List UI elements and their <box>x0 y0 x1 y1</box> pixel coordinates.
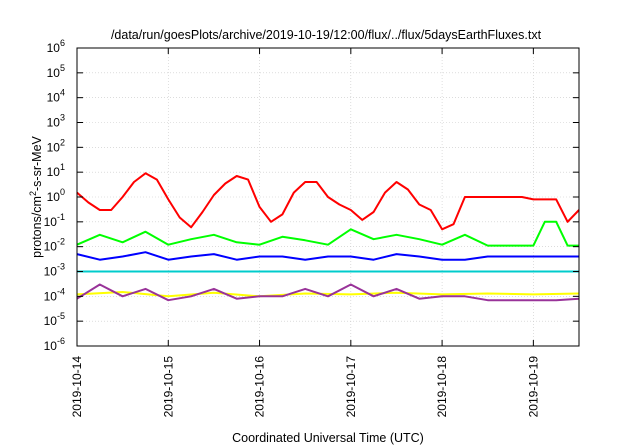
y-tick-label-exp: -5 <box>57 311 65 321</box>
y-axis-label-base: protons/cm <box>30 196 44 258</box>
x-tick-label: 2019-10-19 <box>526 356 540 418</box>
x-tick-label: 2019-10-17 <box>344 356 358 418</box>
y-tick-label-base: 10 <box>44 265 58 279</box>
x-tick-label: 2019-10-15 <box>161 356 175 418</box>
axis-layer: 10-610-510-410-310-210-11001011021031041… <box>44 38 579 417</box>
y-tick-label-exp: -1 <box>57 212 65 222</box>
y-tick-label-exp: 2 <box>60 137 65 147</box>
y-tick-label-base: 10 <box>44 215 58 229</box>
series-line <box>76 251 579 261</box>
y-tick-label-base: 10 <box>47 165 61 179</box>
y-tick-label: 10-6 <box>44 336 65 353</box>
y-tick-label-exp: 3 <box>60 113 65 123</box>
y-tick-label: 103 <box>47 113 65 130</box>
y-tick-label-base: 10 <box>44 240 58 254</box>
y-tick-label: 10-2 <box>44 237 65 254</box>
series-layer <box>76 172 580 302</box>
y-tick-label: 104 <box>47 88 65 105</box>
y-tick-label: 100 <box>47 187 65 204</box>
series-line <box>76 172 580 231</box>
y-tick-label-base: 10 <box>47 190 61 204</box>
y-tick-label: 101 <box>47 162 65 179</box>
x-tick-label: 2019-10-16 <box>253 356 267 418</box>
series-line <box>76 220 579 247</box>
y-tick-label-exp: -2 <box>57 237 65 247</box>
y-tick-label-exp: 5 <box>60 63 65 73</box>
y-tick-label: 10-3 <box>44 262 65 279</box>
y-tick-label: 10-4 <box>44 286 65 303</box>
x-tick-label: 2019-10-18 <box>435 356 449 418</box>
y-tick-label-exp: 0 <box>60 187 65 197</box>
x-axis-label: Coordinated Universal Time (UTC) <box>232 431 424 445</box>
y-tick-label-exp: 1 <box>60 162 65 172</box>
y-axis-label-sup: 2 <box>28 191 38 196</box>
y-axis-label: protons/cm2-s-sr-MeV <box>28 135 44 257</box>
y-tick-label: 105 <box>47 63 65 80</box>
y-tick-label-base: 10 <box>47 116 61 130</box>
y-tick-label: 102 <box>47 137 65 154</box>
y-tick-label: 10-5 <box>44 311 65 328</box>
y-tick-label: 10-1 <box>44 212 65 229</box>
y-axis-label-rest: -s-sr-MeV <box>30 135 44 191</box>
y-tick-label-exp: -6 <box>57 336 65 346</box>
y-tick-label-base: 10 <box>47 41 61 55</box>
y-tick-label-exp: -4 <box>57 286 65 296</box>
y-tick-label-exp: 4 <box>60 88 65 98</box>
y-tick-label-base: 10 <box>47 91 61 105</box>
y-tick-label-base: 10 <box>47 140 61 154</box>
y-tick-label-base: 10 <box>44 289 58 303</box>
y-tick-label-exp: 6 <box>60 38 65 48</box>
x-tick-label: 2019-10-14 <box>70 356 84 418</box>
y-tick-label-base: 10 <box>47 66 61 80</box>
series-line <box>76 283 580 302</box>
chart-title: /data/run/goesPlots/archive/2019-10-19/1… <box>111 28 542 42</box>
y-tick-label-exp: -3 <box>57 262 65 272</box>
y-tick-label: 106 <box>47 38 65 55</box>
y-tick-label-base: 10 <box>44 339 58 353</box>
y-tick-label-base: 10 <box>44 314 58 328</box>
